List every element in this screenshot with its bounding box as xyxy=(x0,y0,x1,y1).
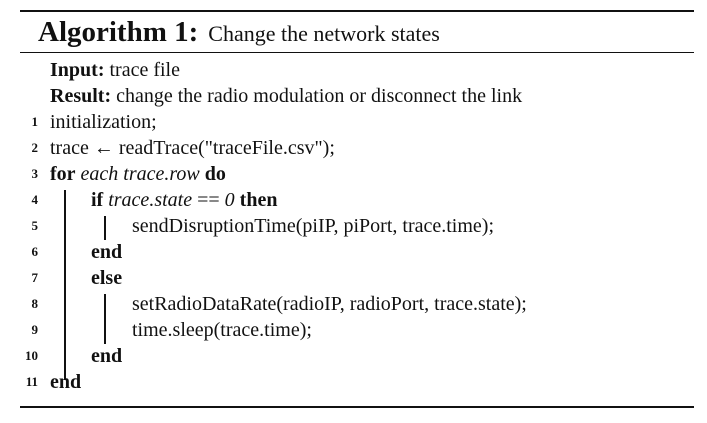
do-keyword: do xyxy=(204,163,226,185)
end-else-keyword: end xyxy=(91,345,123,367)
line-number: 8 xyxy=(31,296,39,311)
algorithm-title: Algorithm 1: Change the network states xyxy=(38,16,440,49)
for-condition: each trace.row xyxy=(80,163,200,185)
result-line: Result: change the radio modulation or d… xyxy=(50,83,522,109)
code-line: trace ← readTrace("traceFile.csv"); xyxy=(50,137,335,159)
code-line: initialization; xyxy=(50,111,157,133)
line-number: 2 xyxy=(31,140,39,155)
line-number: 4 xyxy=(31,192,39,207)
code-line: time.sleep(trace.time); xyxy=(132,319,312,341)
else-keyword: else xyxy=(91,267,123,289)
loop-scope-bar xyxy=(64,190,66,380)
input-label: Input: xyxy=(50,59,105,81)
line-number: 7 xyxy=(31,270,39,285)
line-number: 11 xyxy=(25,374,38,389)
for-line: for each trace.row do xyxy=(50,161,226,187)
algorithm-heading: Algorithm 1: xyxy=(38,16,199,48)
input-text: trace file xyxy=(109,59,180,81)
if-condition: trace.state xyxy=(108,189,193,211)
title-rule xyxy=(20,52,694,53)
for-keyword: for xyxy=(50,163,76,185)
code-line: setRadioDataRate(radioIP, radioPort, tra… xyxy=(132,293,527,315)
if-keyword: if xyxy=(91,189,104,211)
line-number: 1 xyxy=(31,114,39,129)
end-for-keyword: end xyxy=(50,371,82,393)
code-line: sendDisruptionTime(piIP, piPort, trace.t… xyxy=(132,215,495,237)
bottom-rule xyxy=(20,406,694,408)
result-label: Result: xyxy=(50,85,112,107)
else-scope-bar xyxy=(104,294,106,344)
algorithm-name: Change the network states xyxy=(208,21,440,46)
if-line: if trace.state == 0 then xyxy=(91,187,277,213)
line-number: 5 xyxy=(31,218,39,233)
if-operator: == xyxy=(197,189,220,211)
line-number: 3 xyxy=(31,166,39,181)
end-if-keyword: end xyxy=(91,241,123,263)
input-line: Input: trace file xyxy=(50,57,180,83)
line-number: 10 xyxy=(25,348,38,363)
then-keyword: then xyxy=(239,189,278,211)
line-number: 9 xyxy=(31,322,39,337)
line-number: 6 xyxy=(31,244,39,259)
if-value: 0 xyxy=(224,189,235,211)
top-rule xyxy=(20,10,694,12)
if-scope-bar xyxy=(104,216,106,240)
result-text: change the radio modulation or disconnec… xyxy=(116,85,523,107)
